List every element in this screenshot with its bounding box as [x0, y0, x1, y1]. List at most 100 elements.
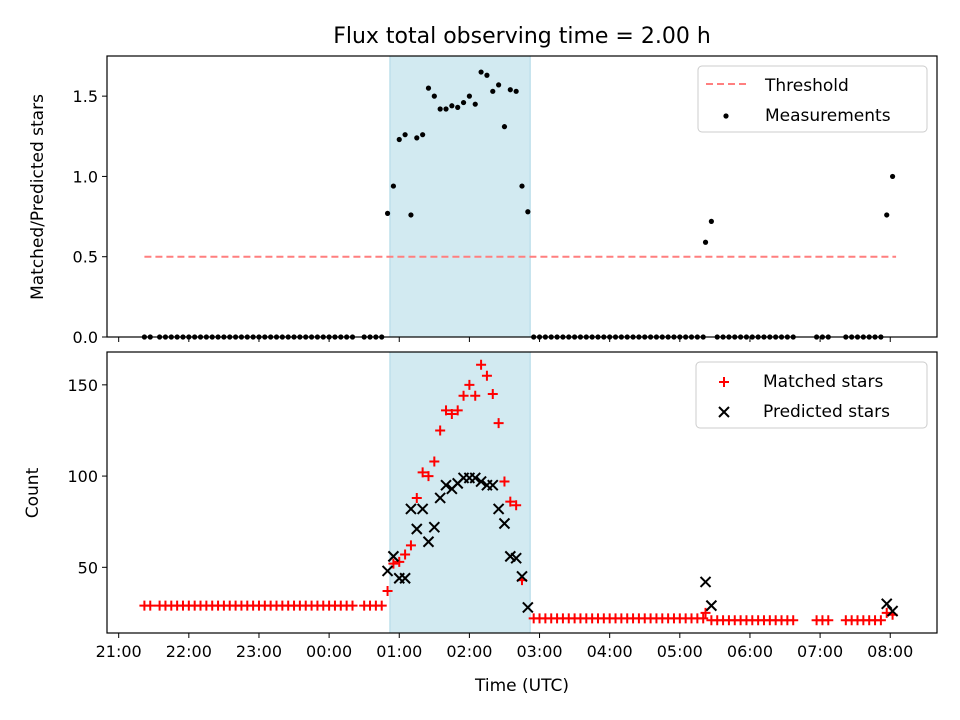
matched-point — [446, 409, 457, 420]
matched-point — [499, 476, 510, 487]
x-tick-label: 22:00 — [166, 642, 212, 661]
measurement-point — [884, 212, 890, 218]
x-tick-label: 04:00 — [587, 642, 633, 661]
measurement-point — [490, 88, 496, 94]
matched-point — [382, 586, 393, 597]
matched-point — [481, 370, 492, 381]
predicted-point — [469, 472, 481, 484]
predicted-point — [492, 503, 505, 515]
bottom-y-tick-label: 100 — [67, 467, 98, 486]
top-y-tick-label: 0.5 — [73, 248, 98, 267]
measurement-point — [708, 218, 714, 224]
x-tick-label: 05:00 — [657, 642, 703, 661]
measurement-point — [472, 101, 478, 107]
measurement-point — [443, 106, 449, 112]
predicted-point — [510, 552, 522, 564]
measurement-point — [449, 103, 455, 109]
top-y-tick-label: 1.0 — [73, 167, 98, 186]
matched-point — [505, 496, 516, 507]
predicted-point — [411, 523, 423, 535]
measurement-point — [455, 104, 461, 110]
predicted-point — [381, 565, 394, 577]
predicted-point — [516, 570, 528, 583]
measurement-point — [431, 93, 437, 99]
top-legend-box — [697, 65, 928, 133]
matched-point — [493, 418, 504, 429]
matched-point — [394, 556, 405, 567]
matched-point — [823, 615, 834, 626]
legend-label: Matched stars — [763, 372, 883, 392]
x-axis-label: Time (UTC) — [474, 676, 569, 696]
measurement-point — [390, 183, 397, 189]
matched-point — [476, 359, 487, 370]
matched-point — [429, 456, 440, 467]
matched-point — [423, 471, 434, 482]
bottom-observing-window — [389, 351, 531, 634]
predicted-point — [498, 517, 511, 530]
measurement-point — [519, 183, 525, 189]
measurement-point — [420, 132, 426, 138]
matched-point — [145, 600, 156, 611]
matched-point — [376, 600, 387, 611]
legend-label: Threshold — [764, 76, 849, 96]
legend-predicted-swatch — [718, 406, 730, 418]
matched-point — [458, 390, 469, 401]
x-tick-label: 06:00 — [727, 642, 773, 661]
matched-point — [388, 558, 399, 569]
predicted-point — [399, 572, 411, 584]
x-tick-label: 00:00 — [306, 642, 352, 661]
measurement-point — [702, 239, 709, 245]
matched-point — [405, 540, 416, 551]
measurement-point — [402, 132, 408, 138]
legend-measurements-swatch — [723, 113, 729, 119]
matched-point — [441, 405, 452, 416]
matched-point — [452, 405, 463, 416]
measurement-point — [437, 106, 443, 112]
matched-point — [698, 613, 709, 624]
predicted-point — [440, 479, 452, 491]
predicted-point — [416, 503, 429, 515]
measurement-point — [425, 85, 432, 91]
predicted-point — [428, 521, 441, 533]
predicted-point — [422, 536, 435, 548]
x-tick-label: 08:00 — [867, 642, 913, 661]
series-matched-stars — [139, 359, 898, 626]
matched-point — [470, 390, 481, 401]
bottom-legend: Matched stars Predicted stars — [695, 361, 928, 429]
predicted-point — [405, 503, 417, 515]
measurement-point — [408, 212, 414, 218]
x-tick-label: 03:00 — [516, 642, 562, 661]
top-y-tick-label: 0.0 — [73, 328, 98, 347]
bottom-y-axis-label: Count — [23, 467, 43, 518]
matched-point — [411, 492, 422, 503]
top-plot: 0.0 0.5 1.0 1.5 Threshold Measurements — [73, 55, 938, 347]
matched-point — [487, 388, 498, 399]
matched-point — [417, 467, 428, 478]
matched-point — [788, 615, 799, 626]
legend-label: Predicted stars — [763, 402, 890, 422]
measurement-point — [414, 135, 420, 141]
measurement-point — [460, 99, 467, 106]
x-tick-label: 02:00 — [446, 642, 492, 661]
measurement-point — [501, 124, 508, 130]
top-y-tick-label: 1.5 — [73, 87, 98, 106]
measurement-point — [513, 88, 519, 94]
series-predicted-stars — [381, 472, 899, 617]
bottom-plot: 50 100 150 21:00 22:00 23:00 00:00 01:00 02:00 03… — [67, 351, 938, 661]
figure-title: Flux total observing time = 2.00 h — [333, 24, 711, 49]
top-observing-window — [389, 55, 531, 338]
matched-point — [700, 607, 711, 618]
bottom-plot-frame — [106, 351, 938, 634]
measurement-point — [484, 72, 490, 78]
measurement-point — [496, 82, 502, 88]
x-tick-label: 23:00 — [236, 642, 282, 661]
measurement-point — [384, 210, 391, 216]
predicted-point — [886, 605, 899, 617]
measurement-point — [507, 87, 513, 93]
predicted-point — [434, 492, 446, 504]
top-legend: Threshold Measurements — [697, 65, 928, 133]
matched-point — [347, 600, 358, 611]
matched-point — [400, 549, 411, 560]
matched-point — [875, 615, 886, 626]
